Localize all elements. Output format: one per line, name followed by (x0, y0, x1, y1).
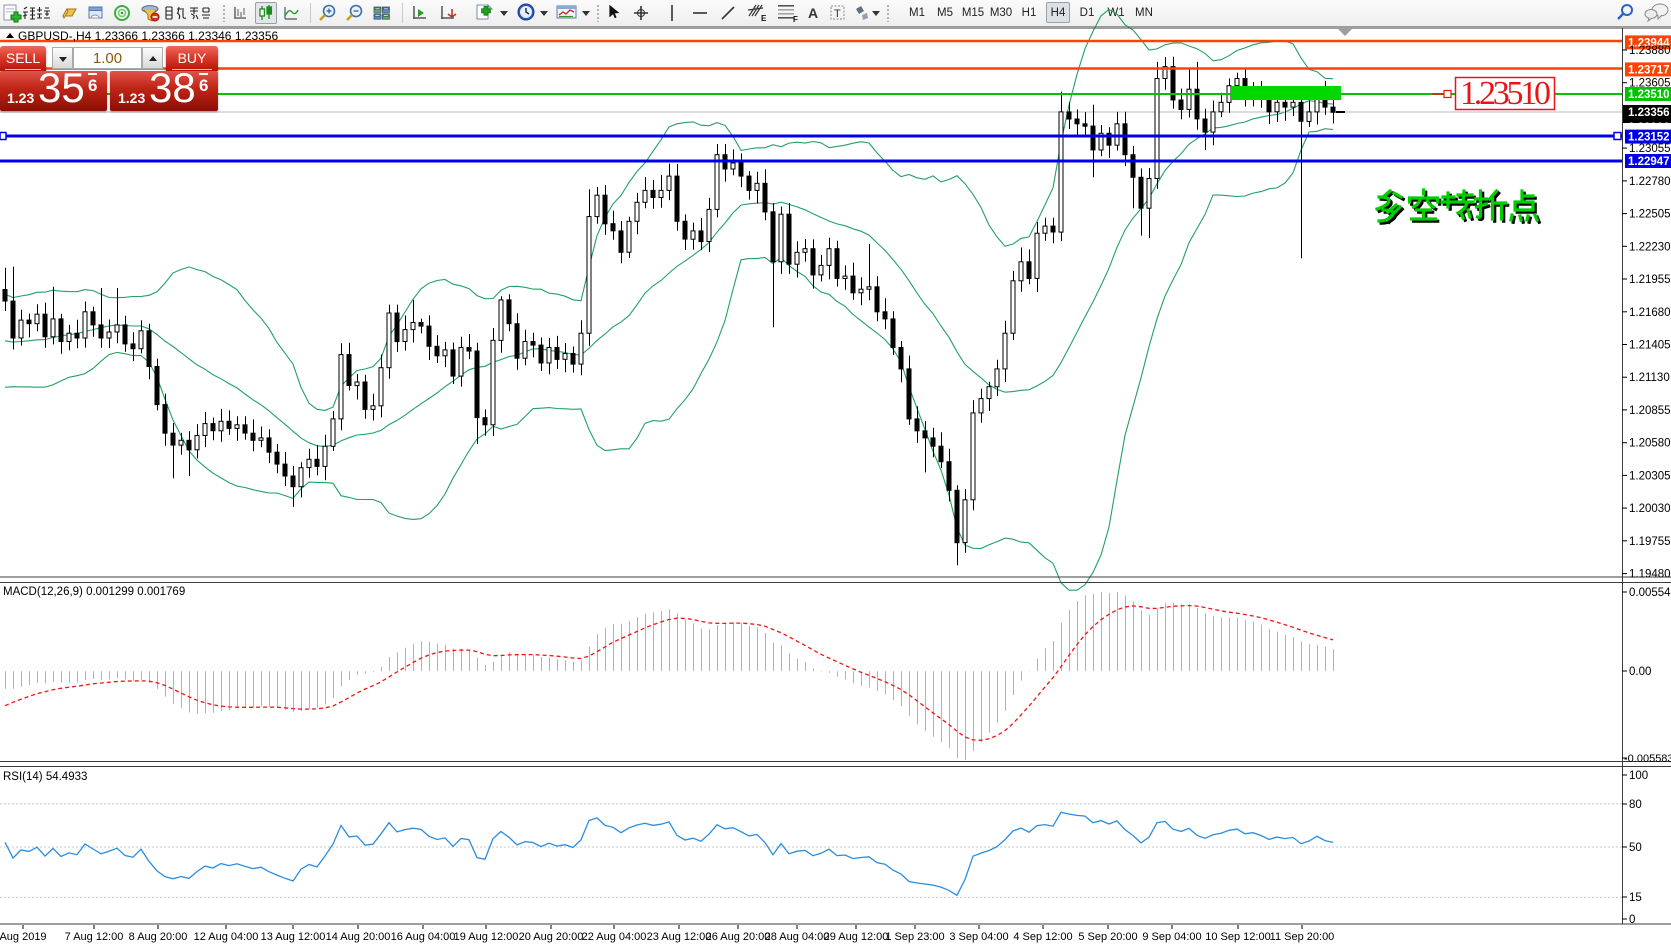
svg-text:100: 100 (1629, 770, 1648, 782)
svg-text:1.21130: 1.21130 (1629, 372, 1670, 384)
svg-text:9 Sep 04:00: 9 Sep 04:00 (1142, 931, 1201, 943)
svg-text:1.19480: 1.19480 (1629, 569, 1671, 581)
svg-text:28 Aug 04:00: 28 Aug 04:00 (765, 931, 830, 943)
svg-text:20 Aug 20:00: 20 Aug 20:00 (519, 931, 584, 943)
svg-text:1.22230: 1.22230 (1629, 241, 1671, 253)
svg-text:50: 50 (1629, 842, 1642, 854)
svg-text:13 Aug 12:00: 13 Aug 12:00 (261, 931, 326, 943)
svg-text:1.23510: 1.23510 (1628, 89, 1670, 101)
svg-text:7 Aug 12:00: 7 Aug 12:00 (65, 931, 124, 943)
svg-text:1.21680: 1.21680 (1629, 307, 1671, 319)
svg-text:12 Aug 04:00: 12 Aug 04:00 (194, 931, 259, 943)
svg-text:1.19755: 1.19755 (1629, 536, 1671, 548)
svg-text:26 Aug 20:00: 26 Aug 20:00 (706, 931, 771, 943)
svg-text:1.23605: 1.23605 (1629, 78, 1671, 90)
svg-text:15: 15 (1629, 892, 1642, 904)
svg-text:1.20855: 1.20855 (1629, 405, 1671, 417)
svg-text:1.23944: 1.23944 (1628, 37, 1670, 49)
svg-text:80: 80 (1629, 799, 1642, 811)
svg-text:1.22780: 1.22780 (1629, 176, 1671, 188)
svg-text:1.20030: 1.20030 (1629, 503, 1671, 515)
svg-text:1.21405: 1.21405 (1629, 340, 1671, 352)
svg-text:MACD(12,26,9) 0.001299 0.00176: MACD(12,26,9) 0.001299 0.001769 (3, 586, 185, 598)
svg-text:1.23356: 1.23356 (1628, 107, 1670, 119)
svg-text:11 Sep 20:00: 11 Sep 20:00 (1270, 931, 1335, 943)
svg-text:F: F (793, 15, 798, 24)
svg-text:1.22505: 1.22505 (1629, 209, 1671, 221)
svg-text:1.23510: 1.23510 (1460, 75, 1551, 112)
svg-text:GBPUSD-,H4 1.23366 1.23366 1.: GBPUSD-,H4 1.23366 1.23366 1.23346 1.233… (18, 29, 279, 43)
svg-text:E: E (761, 14, 767, 23)
svg-text:19 Aug 12:00: 19 Aug 12:00 (454, 931, 519, 943)
svg-text:5 Sep 20:00: 5 Sep 20:00 (1078, 931, 1137, 943)
svg-text:3 Sep 04:00: 3 Sep 04:00 (949, 931, 1008, 943)
svg-text:1.23055: 1.23055 (1629, 143, 1671, 155)
svg-text:1 Sep 23:00: 1 Sep 23:00 (885, 931, 944, 943)
svg-text:T: T (834, 8, 841, 20)
svg-text:Aug 2019: Aug 2019 (0, 931, 47, 943)
svg-text:-0.005583: -0.005583 (1624, 753, 1671, 765)
svg-text:22 Aug 04:00: 22 Aug 04:00 (582, 931, 647, 943)
svg-text:23 Aug 12:00: 23 Aug 12:00 (647, 931, 712, 943)
svg-text:14 Aug 20:00: 14 Aug 20:00 (326, 931, 391, 943)
svg-text:16 Aug 04:00: 16 Aug 04:00 (391, 931, 456, 943)
svg-text:1.23366: 1.23366 (1628, 122, 1670, 134)
svg-text:0: 0 (1629, 914, 1635, 926)
svg-text:0.00: 0.00 (1629, 666, 1651, 678)
svg-text:8 Aug 20:00: 8 Aug 20:00 (129, 931, 188, 943)
svg-text:1.23717: 1.23717 (1628, 64, 1670, 76)
svg-text:RSI(14) 54.4933: RSI(14) 54.4933 (3, 771, 87, 783)
svg-text:1.20580: 1.20580 (1629, 438, 1671, 450)
svg-text:1.20305: 1.20305 (1629, 470, 1671, 482)
svg-text:0.005543: 0.005543 (1629, 587, 1671, 599)
svg-text:1.21955: 1.21955 (1629, 274, 1671, 286)
svg-text:10 Sep 12:00: 10 Sep 12:00 (1205, 931, 1270, 943)
svg-text:1.22947: 1.22947 (1628, 156, 1670, 168)
svg-text:4 Sep 12:00: 4 Sep 12:00 (1013, 931, 1072, 943)
svg-text:1.23880: 1.23880 (1629, 45, 1671, 57)
svg-text:1.23152: 1.23152 (1628, 132, 1670, 144)
svg-text:29 Aug 12:00: 29 Aug 12:00 (824, 931, 889, 943)
